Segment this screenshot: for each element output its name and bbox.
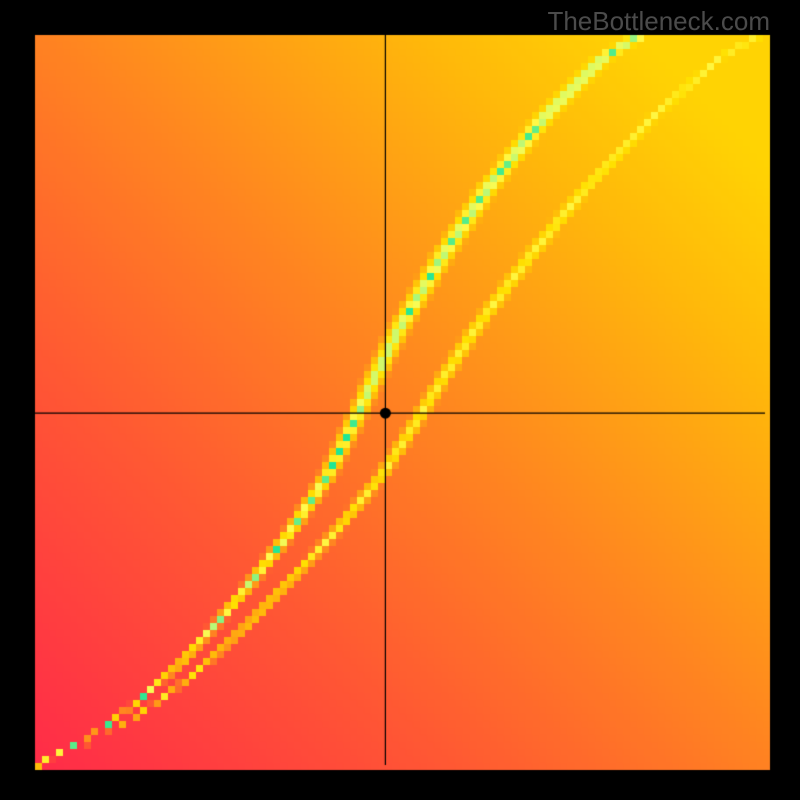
bottleneck-heatmap [0,0,800,800]
watermark-text: TheBottleneck.com [547,6,770,37]
chart-container: TheBottleneck.com [0,0,800,800]
